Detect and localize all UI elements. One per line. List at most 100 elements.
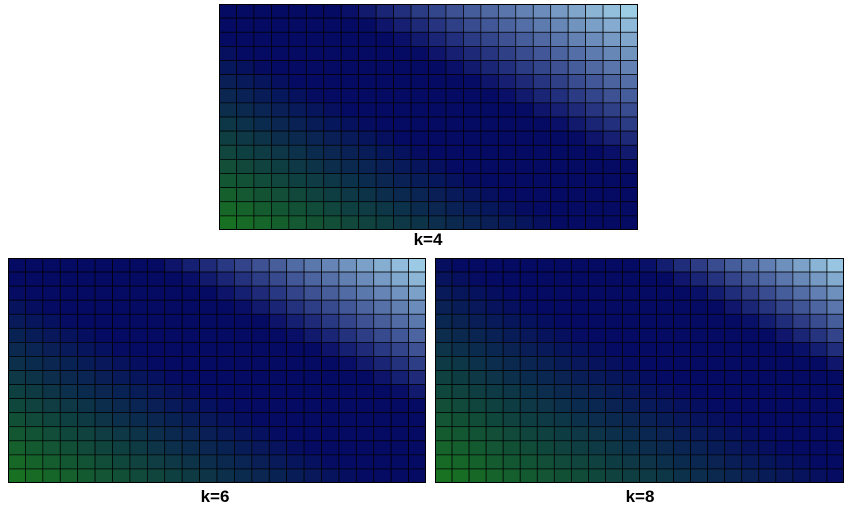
heatmap-cell	[373, 299, 392, 315]
heatmap-cell	[622, 440, 640, 456]
heatmap-cell	[236, 215, 255, 230]
heatmap-cell	[408, 440, 426, 456]
heatmap-cell	[724, 398, 743, 414]
heatmap-cell	[408, 370, 426, 385]
heatmap-cell	[393, 130, 412, 146]
heatmap-cell	[146, 398, 166, 414]
heatmap-cell	[286, 258, 305, 273]
heatmap-cell	[181, 258, 200, 273]
heatmap-cell	[451, 440, 470, 456]
heatmap-cell	[480, 46, 499, 61]
heatmap-cell	[288, 46, 307, 61]
heatmap-cell	[390, 356, 409, 371]
heatmap-cell	[408, 313, 426, 329]
heatmap-cell	[59, 313, 79, 329]
heatmap-cell	[550, 187, 569, 203]
heatmap-cell	[199, 285, 218, 301]
heatmap-cell	[485, 313, 504, 329]
heatmap-cell	[373, 384, 392, 399]
heatmap-cell	[253, 187, 272, 203]
heatmap-cell	[656, 313, 674, 329]
heatmap-cell	[59, 327, 79, 343]
heatmap-cell	[164, 285, 183, 301]
heatmap-cell	[605, 299, 623, 315]
heatmap-cell	[253, 159, 272, 174]
heatmap-cell	[164, 426, 183, 442]
heatmap-cell	[146, 327, 166, 343]
heatmap-cell	[146, 370, 166, 385]
heatmap-cell	[59, 356, 79, 371]
heatmap-cell	[792, 426, 811, 442]
heatmap-cell	[656, 356, 674, 371]
heatmap-cell	[550, 31, 569, 47]
heatmap-cell	[271, 173, 290, 188]
heatmap-cell	[532, 159, 552, 174]
heatmap-cell	[8, 468, 26, 483]
heatmap-cell	[199, 342, 218, 357]
heatmap-cell	[588, 440, 606, 456]
heatmap-cell	[485, 258, 504, 273]
heatmap-cell	[94, 299, 113, 315]
heatmap-cell	[234, 313, 253, 329]
heatmap-cell	[775, 271, 794, 287]
heatmap-cell	[338, 440, 357, 456]
heatmap-cell	[268, 398, 288, 414]
heatmap-cell	[303, 454, 322, 470]
heatmap-cell	[536, 299, 555, 315]
heatmap-cell	[321, 271, 340, 287]
heatmap-cell	[620, 17, 638, 33]
heatmap-cell	[485, 285, 504, 301]
heatmap-cell	[199, 313, 218, 329]
heatmap-cell	[550, 102, 569, 118]
heatmap-cell	[480, 215, 499, 230]
heatmap-cell	[428, 102, 447, 118]
heatmap-cell	[585, 130, 604, 146]
heatmap-cell	[428, 60, 447, 75]
heatmap-cell	[588, 454, 606, 470]
heatmap-cell	[553, 342, 572, 357]
heatmap-cell	[288, 201, 307, 217]
heatmap-cell	[251, 454, 270, 470]
heatmap-cell	[408, 258, 426, 273]
heatmap-cell	[445, 116, 464, 132]
heatmap-cell	[393, 88, 412, 104]
heatmap-cell	[620, 159, 638, 174]
heatmap-cell	[741, 356, 760, 371]
heatmap-cell	[532, 144, 552, 160]
heatmap-cell	[741, 271, 760, 287]
heatmap-cell	[741, 313, 760, 329]
heatmap-cell	[656, 426, 674, 442]
heatmap-cell	[673, 384, 691, 399]
heatmap-cell	[8, 370, 26, 385]
heatmap-cell	[435, 398, 453, 414]
heatmap-cell	[358, 130, 377, 146]
heatmap-cell	[639, 299, 657, 315]
heatmap-cell	[826, 356, 844, 371]
heatmap-cell	[519, 370, 538, 385]
heatmap-cell	[199, 271, 218, 287]
heatmap-cell	[338, 412, 357, 428]
heatmap-cell	[164, 454, 183, 470]
heatmap-cell	[570, 440, 589, 456]
heatmap-cell	[758, 370, 777, 385]
heatmap-cell	[585, 187, 604, 203]
heatmap-cell	[251, 285, 270, 301]
heatmap-cell	[741, 440, 760, 456]
heatmap-cell	[234, 271, 253, 287]
heatmap-cell	[673, 342, 691, 357]
heatmap-cell	[485, 440, 504, 456]
heatmap-cell	[463, 173, 482, 188]
heatmap-cell	[550, 201, 569, 217]
heatmap-cell	[536, 258, 555, 273]
heatmap-cell	[639, 271, 657, 287]
heatmap-cell	[408, 356, 426, 371]
heatmap-cell	[129, 412, 148, 428]
heatmap-cell	[42, 285, 61, 301]
heatmap-cell	[181, 398, 200, 414]
heatmap-cell	[497, 46, 517, 61]
heatmap-cell	[639, 384, 657, 399]
heatmap-cell	[690, 271, 709, 287]
heatmap-cell	[251, 398, 270, 414]
heatmap-cell	[451, 426, 470, 442]
heatmap-cell	[570, 342, 589, 357]
